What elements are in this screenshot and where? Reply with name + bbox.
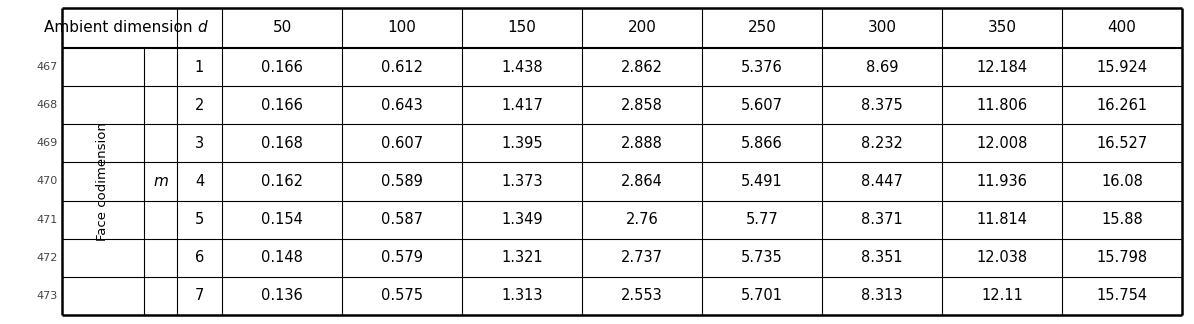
Text: 1.417: 1.417 bbox=[501, 98, 543, 113]
Text: 2: 2 bbox=[195, 98, 204, 113]
Text: 400: 400 bbox=[1108, 20, 1137, 36]
Text: 8.447: 8.447 bbox=[861, 174, 903, 189]
Text: 5: 5 bbox=[195, 212, 204, 227]
Text: 300: 300 bbox=[868, 20, 897, 36]
Text: 1.438: 1.438 bbox=[501, 60, 543, 75]
Text: 11.806: 11.806 bbox=[977, 98, 1028, 113]
Text: 12.038: 12.038 bbox=[977, 250, 1028, 265]
Text: 3: 3 bbox=[195, 136, 204, 151]
Text: 5.376: 5.376 bbox=[741, 60, 783, 75]
Text: 6: 6 bbox=[195, 250, 204, 265]
Text: 2.888: 2.888 bbox=[621, 136, 663, 151]
Text: 15.798: 15.798 bbox=[1096, 250, 1147, 265]
Text: 0.612: 0.612 bbox=[381, 60, 423, 75]
Text: 11.936: 11.936 bbox=[977, 174, 1028, 189]
Text: 0.166: 0.166 bbox=[261, 98, 303, 113]
Text: 467: 467 bbox=[37, 62, 59, 72]
Text: 2.864: 2.864 bbox=[621, 174, 663, 189]
Text: 8.375: 8.375 bbox=[861, 98, 903, 113]
Text: 470: 470 bbox=[37, 177, 59, 187]
Text: 150: 150 bbox=[507, 20, 536, 36]
Text: 0.589: 0.589 bbox=[381, 174, 423, 189]
Text: 468: 468 bbox=[37, 100, 59, 110]
Text: 0.166: 0.166 bbox=[261, 60, 303, 75]
Text: 0.643: 0.643 bbox=[381, 98, 423, 113]
Text: 350: 350 bbox=[987, 20, 1016, 36]
Text: 2.858: 2.858 bbox=[621, 98, 663, 113]
Text: 15.88: 15.88 bbox=[1101, 212, 1143, 227]
Text: 0.579: 0.579 bbox=[381, 250, 423, 265]
Text: 8.232: 8.232 bbox=[861, 136, 903, 151]
Text: 0.168: 0.168 bbox=[261, 136, 303, 151]
Text: 5.607: 5.607 bbox=[741, 98, 783, 113]
Text: 0.136: 0.136 bbox=[261, 288, 303, 304]
Text: 16.261: 16.261 bbox=[1096, 98, 1147, 113]
Text: 12.11: 12.11 bbox=[981, 288, 1023, 304]
Text: 0.162: 0.162 bbox=[261, 174, 303, 189]
Text: m: m bbox=[153, 174, 168, 189]
Text: 5.701: 5.701 bbox=[741, 288, 783, 304]
Text: 2.737: 2.737 bbox=[621, 250, 663, 265]
Text: 0.148: 0.148 bbox=[261, 250, 303, 265]
Text: 7: 7 bbox=[195, 288, 204, 304]
Text: 12.008: 12.008 bbox=[977, 136, 1028, 151]
Text: 2.862: 2.862 bbox=[621, 60, 663, 75]
Text: 5.866: 5.866 bbox=[741, 136, 783, 151]
Text: 5.77: 5.77 bbox=[745, 212, 778, 227]
Text: 8.351: 8.351 bbox=[861, 250, 903, 265]
Text: 100: 100 bbox=[388, 20, 417, 36]
Text: 8.371: 8.371 bbox=[861, 212, 903, 227]
Text: 0.154: 0.154 bbox=[261, 212, 303, 227]
Text: 0.607: 0.607 bbox=[381, 136, 423, 151]
Text: 250: 250 bbox=[747, 20, 776, 36]
Text: 8.313: 8.313 bbox=[861, 288, 903, 304]
Text: 5.735: 5.735 bbox=[741, 250, 783, 265]
Text: 8.69: 8.69 bbox=[866, 60, 898, 75]
Text: 11.814: 11.814 bbox=[977, 212, 1028, 227]
Text: 12.184: 12.184 bbox=[977, 60, 1028, 75]
Text: d: d bbox=[197, 20, 207, 36]
Text: 1.349: 1.349 bbox=[501, 212, 543, 227]
Text: Ambient dimension: Ambient dimension bbox=[44, 20, 197, 36]
Text: 1.395: 1.395 bbox=[501, 136, 543, 151]
Text: 1.373: 1.373 bbox=[501, 174, 543, 189]
Text: 2.553: 2.553 bbox=[621, 288, 663, 304]
Text: 2.76: 2.76 bbox=[626, 212, 658, 227]
Text: 0.575: 0.575 bbox=[381, 288, 423, 304]
Text: 1.313: 1.313 bbox=[501, 288, 543, 304]
Text: Face codimension: Face codimension bbox=[97, 122, 110, 241]
Text: 15.754: 15.754 bbox=[1096, 288, 1147, 304]
Text: 5.491: 5.491 bbox=[741, 174, 783, 189]
Text: 0.587: 0.587 bbox=[381, 212, 423, 227]
Text: 4: 4 bbox=[195, 174, 204, 189]
Text: 16.527: 16.527 bbox=[1096, 136, 1147, 151]
Text: 471: 471 bbox=[37, 214, 59, 225]
Text: 50: 50 bbox=[272, 20, 291, 36]
Text: 1.321: 1.321 bbox=[501, 250, 543, 265]
Text: 16.08: 16.08 bbox=[1101, 174, 1143, 189]
Text: 472: 472 bbox=[37, 253, 59, 263]
Text: 473: 473 bbox=[37, 291, 59, 301]
Text: 469: 469 bbox=[37, 138, 59, 148]
Text: 200: 200 bbox=[628, 20, 657, 36]
Text: 15.924: 15.924 bbox=[1096, 60, 1147, 75]
Text: 1: 1 bbox=[195, 60, 204, 75]
